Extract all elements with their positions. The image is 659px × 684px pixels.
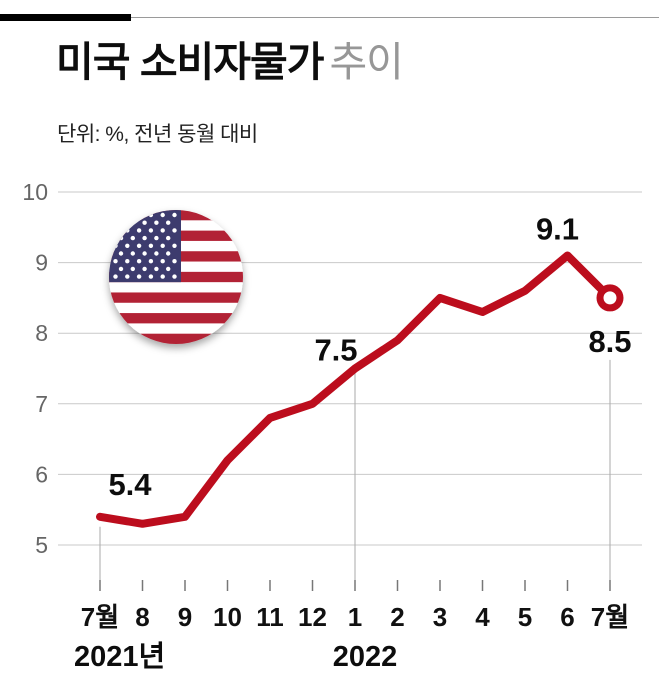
value-annotation: 7.5 (314, 333, 357, 368)
title-strong-text: 미국 소비자물가 (56, 39, 324, 85)
y-axis-label: 5 (35, 532, 48, 558)
y-axis-label: 9 (35, 250, 48, 276)
top-divider-accent (0, 14, 131, 21)
x-axis-label: 3 (433, 602, 447, 632)
top-divider (0, 17, 659, 18)
x-axis-label: 10 (213, 602, 242, 632)
title-light-text: 추이 (329, 39, 403, 85)
x-axis-label: 7월 (81, 602, 119, 632)
x-axis-label: 6 (560, 602, 574, 632)
cpi-line (96, 251, 614, 528)
y-axis-label: 6 (35, 461, 48, 487)
chart-unit-label: 단위: %, 전년 동월 대비 (57, 123, 258, 146)
value-annotation: 8.5 (588, 324, 631, 359)
y-axis-label: 10 (22, 179, 48, 205)
x-axis-label: 2 (390, 602, 404, 632)
y-axis-label: 8 (35, 320, 48, 346)
x-axis-label: 8 (135, 602, 149, 632)
us-flag-icon (109, 210, 243, 344)
x-axis-label: 12 (298, 602, 327, 632)
x-axis-label: 11 (256, 602, 284, 632)
x-axis-label: 7월 (591, 602, 629, 632)
year-label: 2021년 (74, 640, 165, 673)
x-axis-label: 1 (348, 602, 362, 632)
last-point-marker (596, 284, 624, 312)
y-axis-label: 7 (35, 391, 48, 417)
x-axis-label: 5 (518, 602, 532, 632)
year-label: 2022 (333, 641, 398, 673)
value-annotation: 9.1 (536, 212, 579, 247)
value-annotation: 5.4 (108, 467, 152, 502)
x-axis-label: 4 (475, 602, 490, 632)
page-title: 미국 소비자물가 추이 (56, 39, 404, 85)
x-axis-label: 9 (178, 602, 192, 632)
